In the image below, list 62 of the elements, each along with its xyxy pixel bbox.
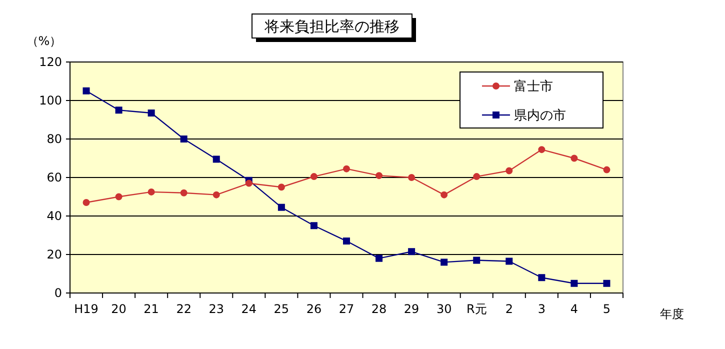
y-tick-label: 0 bbox=[54, 286, 62, 300]
point bbox=[473, 256, 480, 264]
point bbox=[506, 167, 513, 174]
x-tick-label: 25 bbox=[274, 302, 290, 316]
y-tick-label: 100 bbox=[39, 94, 62, 108]
x-tick-label: 3 bbox=[538, 302, 546, 316]
y-tick-label: 40 bbox=[46, 209, 62, 224]
x-tick-label: 29 bbox=[404, 302, 420, 316]
point bbox=[408, 174, 416, 181]
point bbox=[440, 191, 448, 198]
point bbox=[538, 274, 546, 282]
x-tick-label: 21 bbox=[144, 302, 159, 316]
point bbox=[148, 110, 155, 117]
point bbox=[82, 199, 90, 206]
point bbox=[343, 165, 350, 172]
point bbox=[376, 172, 383, 180]
point bbox=[180, 136, 188, 142]
point bbox=[473, 173, 480, 180]
x-tick-label: 2 bbox=[505, 302, 513, 316]
x-tick-label: 22 bbox=[176, 302, 192, 316]
x-tick-label: 23 bbox=[208, 302, 224, 316]
point bbox=[376, 254, 383, 262]
point bbox=[603, 166, 610, 174]
chart-title: 将来負担比率の推移 bbox=[264, 17, 400, 36]
x-tick-label: 26 bbox=[306, 302, 322, 316]
point bbox=[212, 191, 220, 198]
point bbox=[278, 204, 285, 211]
y-tick-label: 20 bbox=[46, 248, 62, 262]
point bbox=[180, 189, 188, 196]
point bbox=[343, 238, 350, 245]
point bbox=[310, 173, 318, 180]
point bbox=[278, 184, 285, 191]
x-axis-title: 年度 bbox=[660, 307, 684, 321]
point bbox=[212, 156, 220, 163]
point bbox=[570, 280, 578, 287]
x-tick-label: 24 bbox=[241, 302, 257, 316]
x-tick-label: H19 bbox=[74, 302, 98, 316]
point bbox=[115, 193, 122, 200]
x-tick-label: 5 bbox=[602, 302, 611, 316]
point bbox=[310, 222, 318, 230]
point bbox=[115, 106, 122, 114]
x-tick-label: 20 bbox=[111, 302, 126, 316]
point bbox=[570, 154, 578, 162]
y-tick-label: 80 bbox=[46, 132, 62, 146]
x-tick-label: 30 bbox=[436, 302, 452, 316]
y-tick-label: 120 bbox=[39, 55, 62, 70]
x-tick-label: 4 bbox=[570, 302, 578, 316]
legend-label: 県内の市 bbox=[514, 108, 566, 124]
point bbox=[440, 258, 448, 266]
point bbox=[408, 248, 416, 256]
point bbox=[82, 87, 90, 94]
point bbox=[506, 258, 513, 265]
x-tick-label: R元 bbox=[466, 302, 487, 316]
point bbox=[148, 188, 155, 196]
legend-label: 富士市 bbox=[514, 78, 553, 95]
point bbox=[538, 146, 546, 154]
x-tick-label: 28 bbox=[371, 302, 387, 316]
point bbox=[603, 280, 610, 287]
y-tick-label: 60 bbox=[46, 170, 62, 185]
y-axis-title: （%） bbox=[26, 34, 62, 48]
x-tick-label: 27 bbox=[338, 302, 354, 316]
point bbox=[245, 180, 252, 187]
